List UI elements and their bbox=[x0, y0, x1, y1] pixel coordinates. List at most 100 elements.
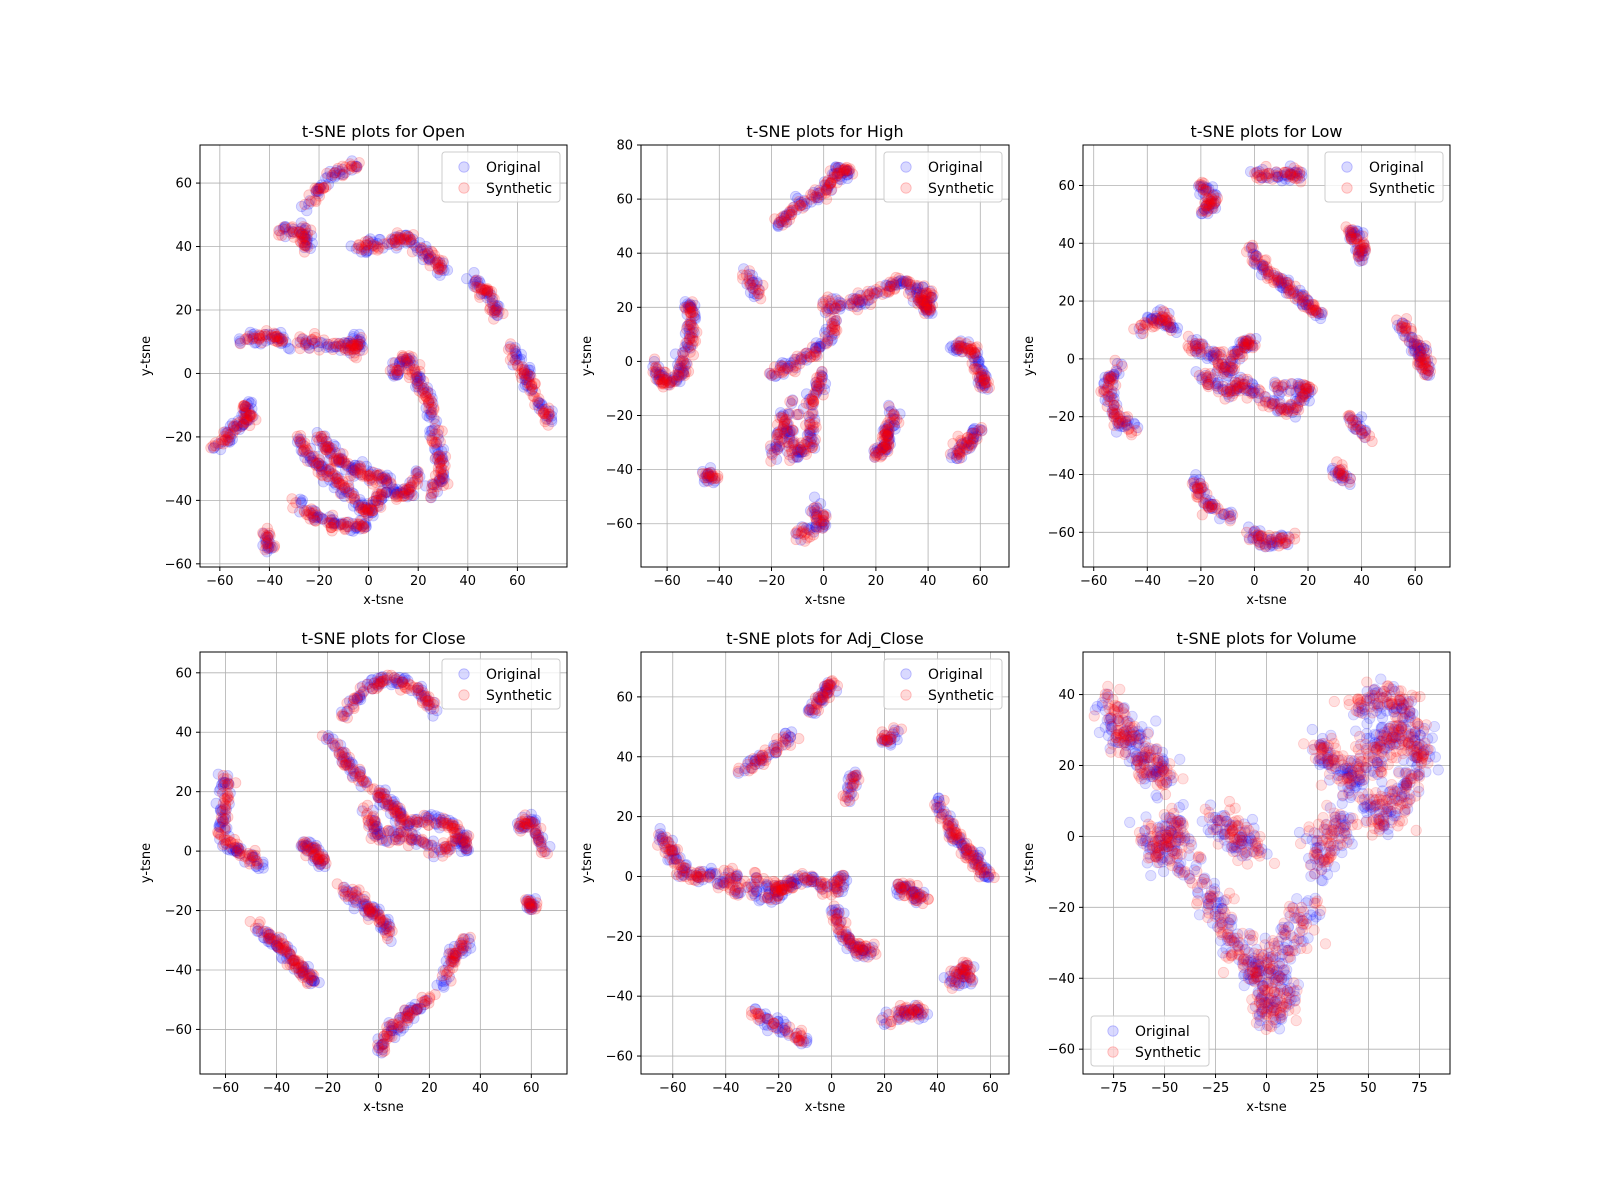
synthetic-point bbox=[1249, 167, 1261, 179]
synthetic-point bbox=[234, 338, 246, 350]
synthetic-point bbox=[790, 359, 802, 372]
original-point bbox=[521, 374, 533, 386]
synthetic-point bbox=[416, 836, 428, 848]
original-point bbox=[478, 287, 490, 299]
x-tick-label: 60 bbox=[1407, 574, 1424, 589]
original-point bbox=[473, 275, 485, 287]
original-point bbox=[307, 337, 319, 350]
original-point bbox=[479, 284, 491, 296]
synthetic-point bbox=[804, 351, 817, 363]
synthetic-point bbox=[1191, 483, 1203, 495]
y-tick-label: 40 bbox=[175, 240, 192, 255]
chart-title: t-SNE plots for Close bbox=[301, 629, 465, 648]
synthetic-point bbox=[297, 231, 309, 243]
original-point bbox=[518, 369, 530, 382]
original-point bbox=[546, 405, 558, 417]
y-tick-label: 0 bbox=[1067, 352, 1075, 367]
original-point bbox=[520, 374, 532, 386]
x-tick-label: 0 bbox=[364, 574, 372, 589]
synthetic-point bbox=[1415, 342, 1428, 354]
synthetic-point bbox=[809, 433, 822, 446]
original-point bbox=[524, 368, 536, 381]
original-point bbox=[525, 385, 538, 397]
original-point bbox=[310, 186, 322, 198]
legend-label: Original bbox=[928, 160, 983, 176]
original-point bbox=[521, 368, 533, 380]
original-point bbox=[259, 328, 271, 341]
original-point bbox=[413, 237, 426, 249]
original-point bbox=[336, 163, 349, 175]
original-point bbox=[493, 300, 505, 312]
synthetic-point bbox=[454, 945, 466, 957]
legend-marker-original bbox=[458, 668, 470, 680]
y-tick-label: −60 bbox=[165, 1023, 192, 1038]
synthetic-point bbox=[658, 371, 671, 383]
original-point bbox=[469, 276, 481, 288]
synthetic-point bbox=[390, 491, 402, 503]
legend-label: Synthetic bbox=[928, 181, 994, 197]
legend-label: Synthetic bbox=[486, 181, 552, 197]
synthetic-point bbox=[1420, 357, 1432, 369]
synthetic-point bbox=[893, 417, 905, 429]
synthetic-point bbox=[791, 451, 803, 463]
original-point bbox=[423, 252, 435, 264]
original-point bbox=[248, 331, 260, 343]
synthetic-point bbox=[799, 535, 811, 547]
original-point bbox=[248, 328, 260, 340]
synthetic-point bbox=[1219, 508, 1231, 520]
synthetic-point bbox=[1105, 373, 1117, 385]
plot-area bbox=[641, 652, 1009, 1074]
synthetic-point bbox=[209, 440, 222, 452]
original-point bbox=[393, 232, 405, 244]
original-point bbox=[511, 353, 523, 365]
synthetic-point bbox=[1285, 399, 1297, 411]
original-point bbox=[421, 244, 433, 256]
synthetic-point bbox=[983, 382, 995, 394]
y-tick-label: −40 bbox=[606, 463, 633, 478]
original-point bbox=[283, 226, 295, 238]
original-point bbox=[403, 236, 416, 248]
synthetic-point bbox=[357, 522, 370, 535]
original-point bbox=[364, 233, 376, 245]
original-point bbox=[298, 229, 310, 241]
original-point bbox=[288, 223, 300, 235]
synthetic-point bbox=[810, 421, 822, 433]
original-point bbox=[350, 160, 362, 172]
original-point bbox=[507, 359, 519, 371]
synthetic-point bbox=[442, 478, 454, 490]
synthetic-point bbox=[810, 523, 822, 535]
legend-marker-synthetic bbox=[458, 182, 470, 194]
synthetic-point bbox=[884, 280, 896, 292]
original-point bbox=[250, 336, 262, 349]
synthetic-point bbox=[424, 814, 436, 826]
original-point bbox=[299, 229, 312, 241]
original-point bbox=[300, 233, 312, 246]
original-point bbox=[234, 337, 246, 349]
original-point bbox=[298, 224, 311, 236]
synthetic-point bbox=[219, 798, 231, 811]
original-point bbox=[411, 245, 424, 257]
original-point bbox=[303, 198, 315, 210]
synthetic-point bbox=[422, 698, 435, 711]
original-point bbox=[438, 264, 450, 277]
x-tick-label: −20 bbox=[758, 574, 785, 589]
synthetic-point bbox=[378, 1045, 391, 1057]
y-axis-label: y-tsne bbox=[1022, 336, 1037, 376]
original-point bbox=[510, 348, 522, 360]
original-point bbox=[389, 231, 401, 243]
y-tick-label: −20 bbox=[165, 904, 192, 919]
original-point bbox=[374, 234, 386, 246]
original-point bbox=[485, 289, 497, 301]
original-point bbox=[350, 161, 362, 173]
original-point bbox=[295, 229, 307, 241]
original-point bbox=[437, 257, 449, 269]
synthetic-point bbox=[967, 351, 980, 363]
synthetic-point bbox=[328, 453, 340, 465]
original-point bbox=[295, 217, 307, 229]
original-point bbox=[279, 221, 291, 233]
original-point bbox=[361, 245, 373, 257]
